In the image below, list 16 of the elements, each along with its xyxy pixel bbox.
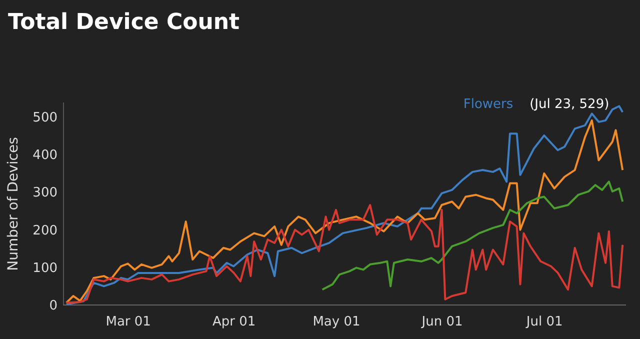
y-tick-label: 0 [49,298,58,314]
x-tick-label: Mar 01 [106,314,151,330]
y-axis-title: Number of Devices [6,137,22,271]
y-tick-label: 100 [32,260,58,276]
x-tick-label: Jul 01 [525,314,563,330]
line-series [321,180,624,291]
chart-title: Total Device Count [8,10,240,36]
y-tick-label: 300 [32,186,58,201]
annotation: (Jul 23, 529) [530,97,610,112]
x-tick-label: May 01 [312,314,360,330]
y-tick-label: 200 [32,223,58,238]
y-tick-label: 500 [32,110,58,126]
x-tick-label: Jun 01 [420,314,463,330]
x-tick-label: Apr 01 [212,314,256,330]
series-label: Flowers [463,97,514,112]
y-tick-label: 400 [32,148,58,164]
